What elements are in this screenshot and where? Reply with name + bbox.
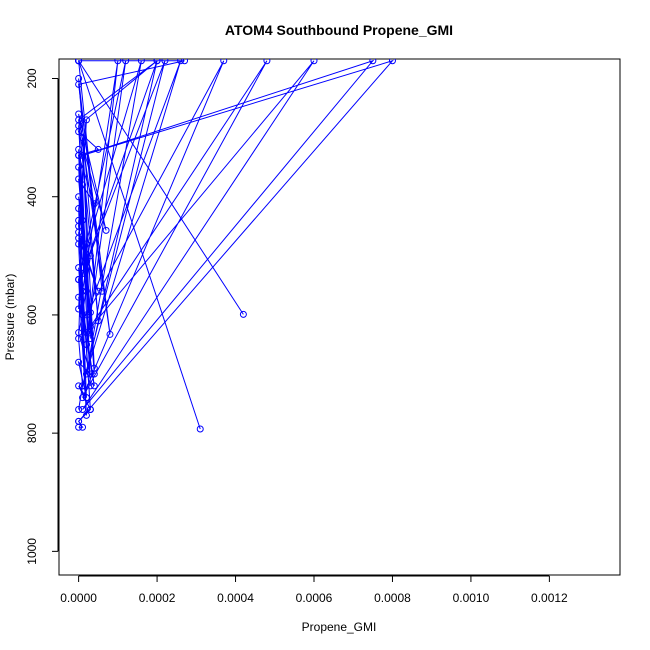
data-point [82,311,90,319]
data-point [79,287,87,295]
data-point [86,370,94,378]
data-point [79,406,87,414]
y-axis: 200 400 600 800 1000 [25,68,59,565]
data-point [86,406,94,414]
x-tick-label: 0.0002 [139,591,176,605]
y-tick-label: 1000 [25,538,39,565]
data-point [75,110,83,118]
data-point [196,425,204,433]
data-point [79,394,87,402]
data-point [82,370,90,378]
plot-frame [58,58,621,576]
y-tick-label: 400 [25,186,39,206]
data-point [82,329,90,337]
data-point [75,151,83,159]
data-point [75,163,83,171]
data-point [263,59,271,65]
data-point [161,59,169,65]
y-tick-label: 200 [25,68,39,88]
data-point [177,59,185,65]
x-tick-label: 0.0010 [453,591,490,605]
series-line [78,59,394,422]
data-point [75,59,83,65]
data-point [75,406,83,414]
data-point [75,275,83,283]
y-tick-label: 800 [25,423,39,443]
y-tick-label: 600 [25,305,39,325]
data-point [75,335,83,343]
data-point [79,382,87,390]
data-point [82,116,90,124]
data-point [79,258,87,266]
data-point [75,240,83,248]
x-axis: 0.0000 0.0002 0.0004 0.0006 0.0008 0.0010 0.00… [60,575,568,605]
data-point [82,394,90,402]
data-point [102,226,110,234]
data-point [79,270,87,278]
data-point [79,423,87,431]
chart-title: ATOM4 Southbound Propene_GMI [225,22,453,38]
data-point [137,59,145,65]
x-tick-label: 0.0008 [374,591,411,605]
data-point [369,59,377,65]
x-tick-label: 0.0000 [60,591,97,605]
data-point [86,323,94,331]
data-point [388,59,396,65]
data-point [90,382,98,390]
data-point [79,151,87,159]
series-line [77,60,244,430]
data-point [75,222,83,230]
data-point [220,59,228,65]
data-point [75,175,83,183]
data-point [153,59,161,65]
x-tick-label: 0.0006 [296,591,333,605]
data-point [75,382,83,390]
data-point [75,417,83,425]
data-point [114,59,122,65]
data-point [75,128,83,136]
data-point [122,59,130,65]
data-point [310,59,318,65]
y-axis-label: Pressure (mbar) [3,274,17,361]
data-point [239,310,247,318]
data-point [82,340,90,348]
plot-area [75,59,396,433]
x-axis-label: Propene_GMI [302,620,377,634]
data-point [75,305,83,313]
x-tick-label: 0.0004 [217,591,254,605]
data-point [75,358,83,366]
data-point [75,193,83,201]
data-point [79,216,87,224]
x-tick-label: 0.0012 [531,591,568,605]
data-point [181,59,189,65]
data-point [75,80,83,88]
